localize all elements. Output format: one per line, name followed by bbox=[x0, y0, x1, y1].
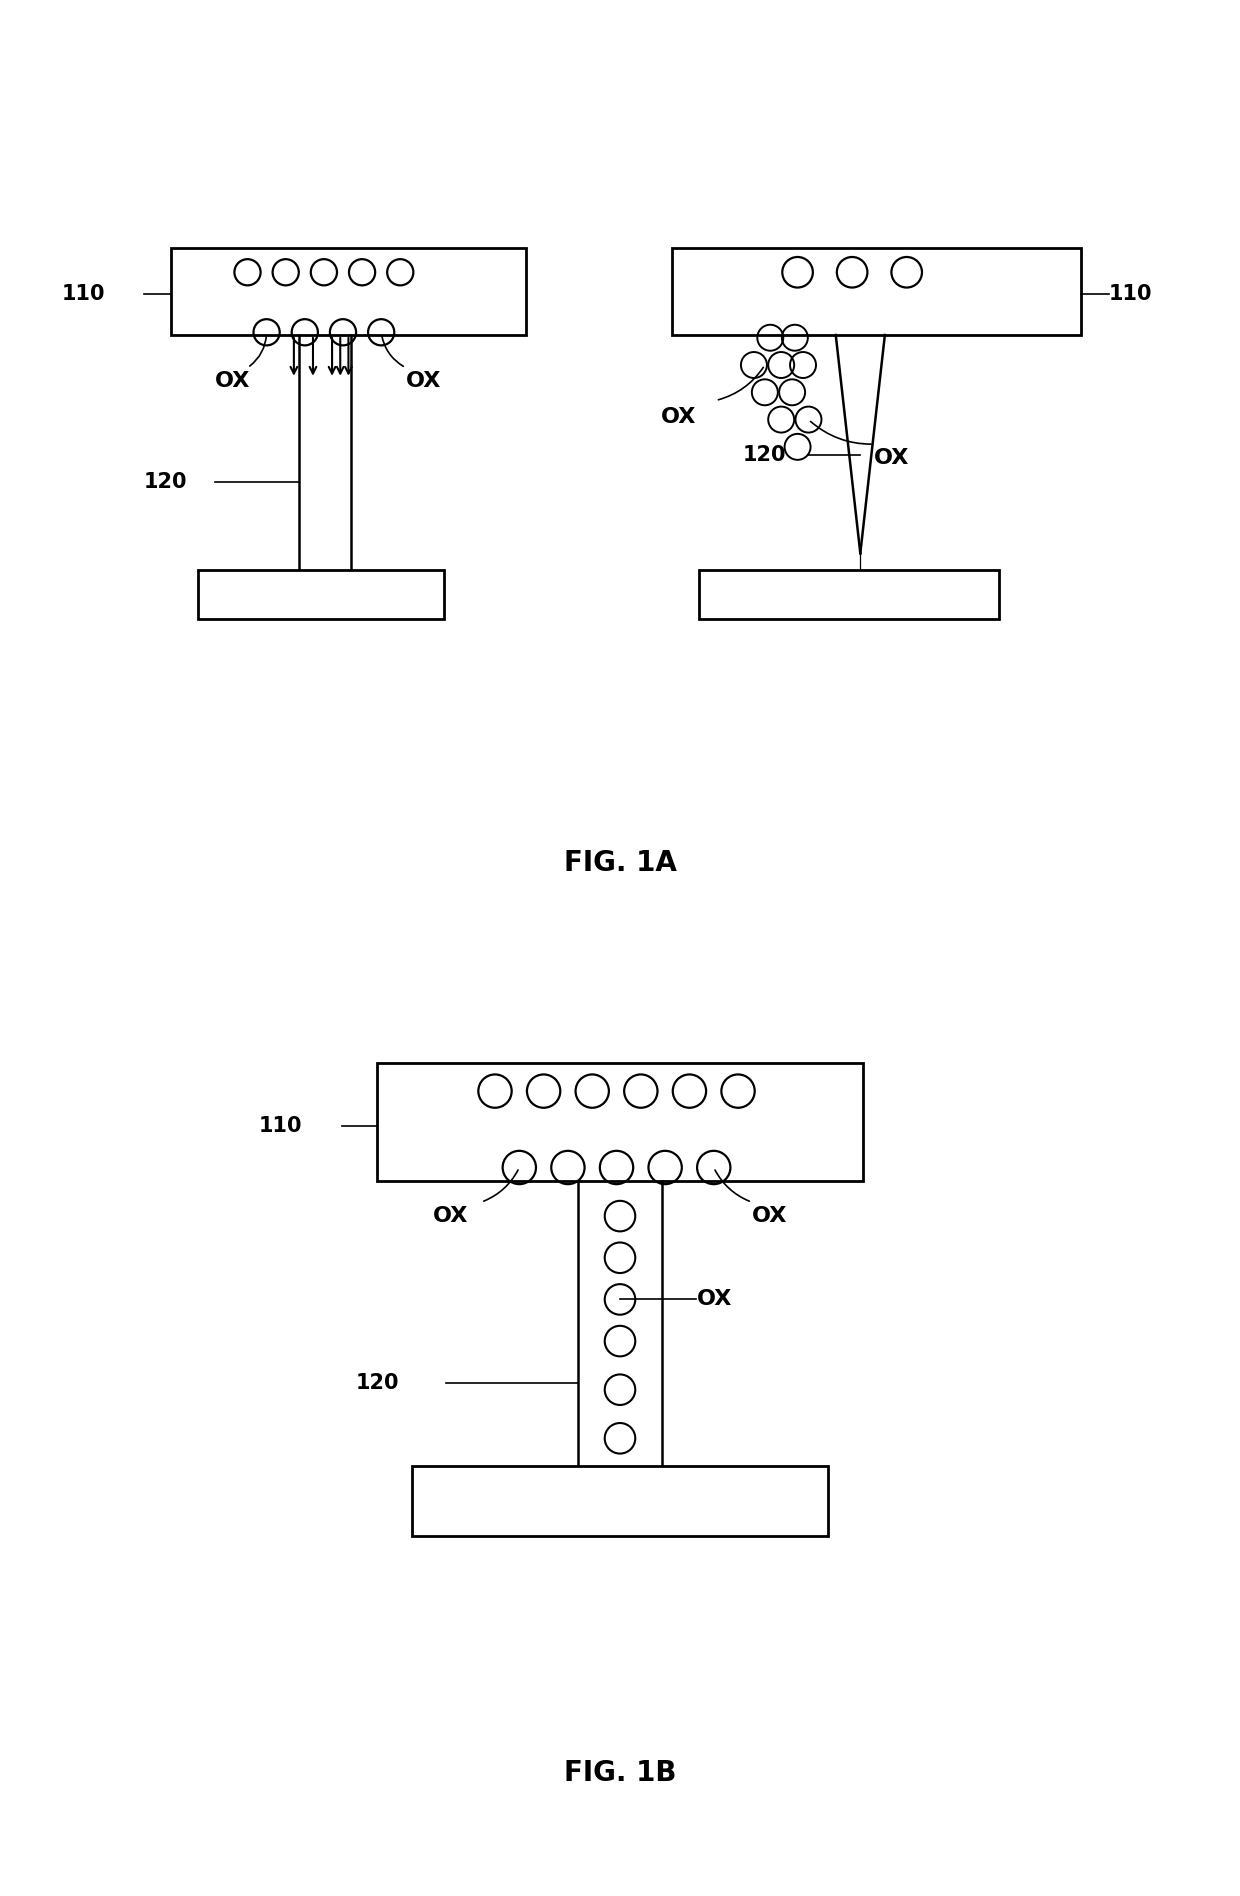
Bar bbox=[412, 1466, 828, 1536]
Bar bbox=[171, 248, 526, 336]
Text: 110: 110 bbox=[1109, 284, 1152, 303]
Bar bbox=[198, 569, 444, 618]
Text: OX: OX bbox=[874, 447, 909, 468]
Bar bbox=[377, 1064, 863, 1181]
Text: 120: 120 bbox=[356, 1373, 399, 1394]
Text: 120: 120 bbox=[144, 472, 187, 493]
Text: OX: OX bbox=[697, 1289, 732, 1310]
Text: 110: 110 bbox=[259, 1117, 303, 1136]
Text: FIG. 1B: FIG. 1B bbox=[564, 1759, 676, 1786]
Text: 120: 120 bbox=[743, 446, 786, 465]
Bar bbox=[699, 569, 999, 618]
Text: OX: OX bbox=[215, 372, 250, 391]
Text: 110: 110 bbox=[62, 284, 105, 303]
Text: OX: OX bbox=[751, 1206, 787, 1227]
Text: OX: OX bbox=[661, 408, 697, 427]
Text: OX: OX bbox=[405, 372, 441, 391]
Bar bbox=[672, 248, 1081, 336]
Text: OX: OX bbox=[433, 1206, 467, 1227]
Text: FIG. 1A: FIG. 1A bbox=[563, 849, 677, 876]
